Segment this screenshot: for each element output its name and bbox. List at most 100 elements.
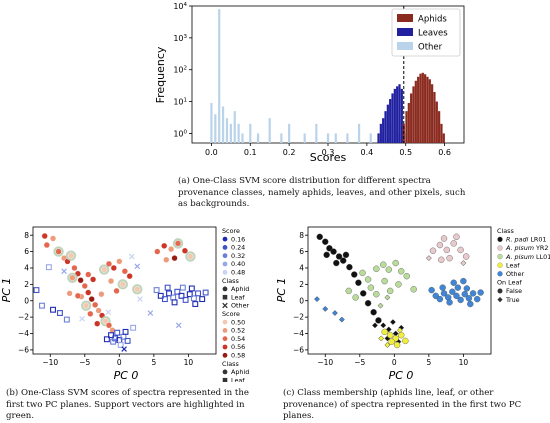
class-point-off-leaf <box>469 290 477 297</box>
class-point-off-leaf <box>453 233 460 241</box>
y-tick-label: 0 <box>299 296 304 305</box>
caption-a-text: One-Class SVM score distribution for dif… <box>178 176 466 209</box>
class-point-on-leaf <box>392 330 399 337</box>
class-point-off-leaf <box>398 268 405 275</box>
legend-swatch-aphids <box>397 14 413 22</box>
legend-onleaf-label: False <box>506 287 522 295</box>
histogram-bar-other <box>241 133 244 143</box>
class-point-on-leaf <box>322 305 329 312</box>
leaf-point <box>114 329 121 336</box>
class-point-off-leaf <box>449 288 456 295</box>
legend-onleaf-true-marker <box>497 297 503 303</box>
legend-score-swatch <box>222 236 228 242</box>
legend-marker-aphid <box>222 369 228 375</box>
leaf-point <box>178 292 185 299</box>
other-point <box>79 315 85 322</box>
class-point-on-leaf <box>377 302 384 309</box>
legend-score-swatch <box>222 328 228 333</box>
legend-score-label: 0.54 <box>231 335 245 343</box>
class-point-on-leaf <box>396 327 403 334</box>
histogram-bar-aphids <box>426 76 429 143</box>
aphid-point <box>85 271 92 278</box>
legend-score-swatch <box>222 336 228 342</box>
aphid-point <box>119 281 126 288</box>
leaf-point <box>166 290 172 297</box>
class-point-on-leaf <box>331 310 338 316</box>
histogram-bar-other <box>334 133 337 143</box>
aphid-point <box>85 289 92 296</box>
legend-score-label: 0.24 <box>231 244 245 252</box>
aphid-point <box>171 255 178 262</box>
class-point-on-leaf <box>384 294 391 301</box>
aphid-point <box>88 296 95 303</box>
class-point-off-leaf <box>446 299 453 306</box>
legend-class-title: Class <box>222 277 239 285</box>
histogram-x-tick-label: 0.0 <box>205 148 218 157</box>
scatter-b-frame <box>32 226 217 355</box>
other-point <box>121 346 127 352</box>
histogram-bar-other <box>288 123 291 143</box>
leaf-point <box>103 336 110 343</box>
histogram-bar-leaves <box>389 99 392 143</box>
x-tick-label: 0 <box>117 358 122 367</box>
x-tick-label: 5 <box>426 358 431 367</box>
histogram-bar-aphids <box>440 123 443 143</box>
histogram-bar-other <box>229 123 232 143</box>
x-tick-label: 5 <box>151 358 156 367</box>
histogram-bar-leaves <box>377 133 380 143</box>
class-point-on-leaf <box>372 322 378 329</box>
class-point-off-leaf <box>373 265 380 272</box>
x-tick-label: 10 <box>459 358 469 367</box>
class-point-off-leaf <box>346 263 353 271</box>
histogram-bar-other <box>221 106 225 143</box>
legend-class-swatch <box>497 245 503 251</box>
legend-class-swatch <box>497 253 503 260</box>
class-point-off-leaf <box>443 246 451 254</box>
legend-class-label: Aphid <box>231 368 249 376</box>
leaf-point <box>110 338 117 345</box>
histogram-bar-other <box>268 118 271 143</box>
class-point-off-leaf <box>457 246 464 254</box>
class-point-off-leaf <box>380 261 387 268</box>
histogram-x-tick-label: 0.5 <box>399 148 412 157</box>
histogram-bar-leaves <box>386 104 389 143</box>
class-point-off-leaf <box>450 279 457 286</box>
aphid-point <box>69 274 76 281</box>
caption-b-label: (b) <box>6 388 19 398</box>
histogram-bar-other <box>233 111 236 143</box>
aphid-point <box>174 240 182 247</box>
legend-onleaf-label: True <box>505 296 520 304</box>
class-point-off-leaf <box>402 337 409 345</box>
legend-score-swatch <box>222 261 228 267</box>
leaf-point <box>56 310 63 316</box>
class-point-on-leaf <box>384 342 391 348</box>
histogram-x-tick-label: 0.1 <box>244 148 257 157</box>
histogram-bar-aphids <box>421 72 424 143</box>
legend-score-swatch <box>222 319 228 325</box>
class-point-on-leaf <box>338 316 345 323</box>
histogram-bar-leaves <box>391 93 394 143</box>
class-point-off-leaf <box>342 251 350 259</box>
histogram-bar-aphids <box>419 73 422 143</box>
caption-b: (b) One-Class SVM scores of spectra repr… <box>6 388 268 423</box>
histogram-bar-aphids <box>407 103 410 143</box>
histogram-bar-other <box>315 123 318 143</box>
leaf-point <box>199 296 206 303</box>
y-tick-label: −6 <box>293 346 304 355</box>
leaf-point <box>117 342 124 348</box>
histogram-bar-leaves <box>400 88 403 143</box>
class-point-off-leaf <box>461 290 468 298</box>
other-point <box>147 310 154 316</box>
legend-score-title-2: Score <box>222 310 240 318</box>
leaf-point <box>39 302 45 309</box>
legend-label-other: Other <box>418 43 443 53</box>
histogram-x-tick-label: 0.6 <box>438 148 451 157</box>
class-point-off-leaf <box>355 279 362 286</box>
y-tick-label: −2 <box>18 313 29 322</box>
y-tick-label: 6 <box>299 247 304 256</box>
legend-score-swatch <box>222 352 228 358</box>
class-point-off-leaf <box>463 285 471 292</box>
histogram-bar-other <box>214 114 217 143</box>
